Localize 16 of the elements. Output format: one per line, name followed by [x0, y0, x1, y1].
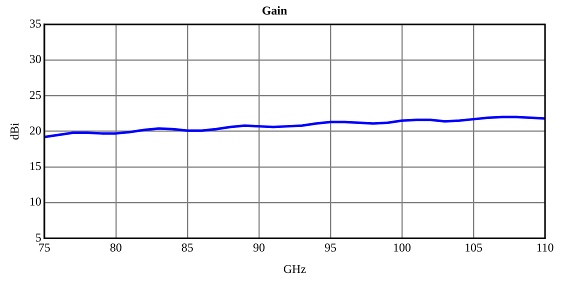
x-tick-label: 105: [464, 240, 482, 255]
y-tick-label: 15: [29, 159, 42, 174]
y-tick-label: 25: [29, 88, 42, 102]
y-axis-title: dBi: [7, 122, 22, 140]
y-tick-label: 10: [29, 194, 42, 209]
x-tick-label: 95: [324, 240, 336, 255]
chart-title: Gain: [262, 3, 288, 18]
y-tick-label: 20: [29, 123, 42, 138]
x-tick-label: 100: [392, 240, 411, 255]
y-tick-label: 30: [29, 52, 42, 66]
x-tick-label: 90: [252, 240, 265, 255]
x-axis-title: GHz: [283, 262, 306, 276]
x-tick-label: 110: [536, 240, 554, 255]
x-tick-label: 85: [181, 240, 194, 255]
y-tick-label: 35: [29, 16, 42, 31]
x-tick-label: 80: [110, 240, 122, 255]
